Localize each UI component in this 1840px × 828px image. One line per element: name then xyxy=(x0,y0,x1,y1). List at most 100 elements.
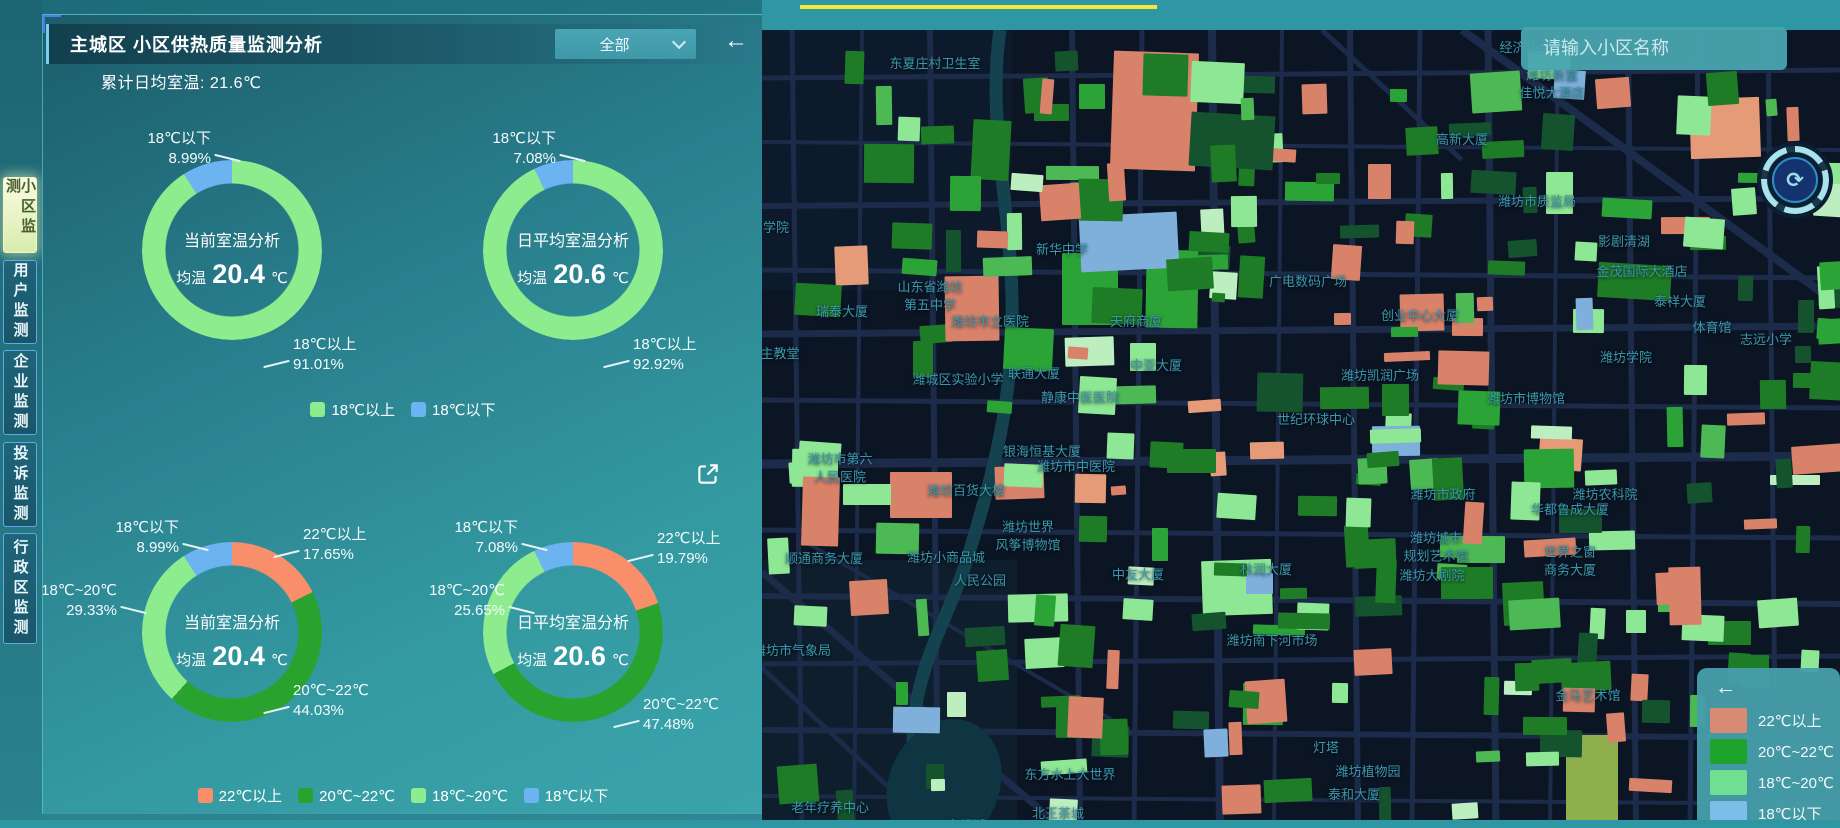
map-place-label: 潍坊农科院 xyxy=(1572,487,1638,503)
map-place-label: 东方水上大世界 xyxy=(1024,767,1116,783)
legend-swatch xyxy=(1710,708,1747,733)
map-place-label: 潍坊大剧院 xyxy=(1399,568,1465,584)
callout-label: 18℃以下 7.08% xyxy=(398,518,518,557)
donut-current-temp-2seg[interactable] xyxy=(142,160,322,340)
sidebar-tab-user-monitor[interactable]: 用户监测 xyxy=(3,260,37,344)
callout-label: 18℃以上 91.01% xyxy=(293,335,423,374)
map-place-label: 潍坊城市 规划艺术馆 xyxy=(1403,530,1469,563)
legend-swatch xyxy=(197,788,213,803)
legend-back-arrow-icon[interactable]: ← xyxy=(1715,676,1736,699)
callout-label: 18℃以上 92.92% xyxy=(633,335,763,374)
map-place-label: 东夏庄村卫生室 xyxy=(889,56,981,72)
map-place-label: 潍坊学院 xyxy=(1599,350,1653,366)
callout-label: 22℃以上 17.65% xyxy=(303,525,423,564)
corner-accent xyxy=(43,15,61,33)
map-place-label: 泰祥大厦 xyxy=(1653,294,1707,310)
building-polygons-layer xyxy=(762,0,1840,828)
donut-current-temp-4seg[interactable] xyxy=(142,542,322,722)
collapse-panel-arrow-icon[interactable]: ← xyxy=(724,27,748,54)
map-place-label: 瑞泰大厦 xyxy=(815,304,869,320)
page-title: 主城区 小区供热质量监测分析 xyxy=(70,35,323,55)
map-compass-control[interactable]: ⟳ xyxy=(1757,142,1833,218)
map-place-label: 北王茶城 xyxy=(1031,806,1085,822)
legend-two-segment: 18℃以上 18℃以下 xyxy=(43,399,763,420)
map-place-label: 主教堂 xyxy=(762,346,800,362)
map-place-label: 潍城区实验小学 xyxy=(912,372,1004,388)
open-external-icon[interactable] xyxy=(695,461,721,492)
map-place-label: 中亚大厦 xyxy=(1129,358,1183,374)
city-map-canvas[interactable]: 东夏庄村卫生室经济桥纪勇诊所潍坊新富 佳悦大酒店高新大厦潍坊市质监局影剧清湖金茂… xyxy=(762,0,1840,828)
donut-center-label: 当前室温分析 均温 20.4 ℃ xyxy=(176,615,288,671)
reset-rotation-icon[interactable]: ⟳ xyxy=(1772,157,1818,203)
legend-item: 18℃~20℃ xyxy=(1710,770,1834,795)
donut-daily-avg-temp-2seg[interactable] xyxy=(483,160,663,340)
legend-swatch xyxy=(523,788,539,803)
map-place-label: 潍坊市质监局 xyxy=(1497,194,1577,210)
legend-swatch xyxy=(411,402,426,417)
donut-center-label: 日平均室温分析 均温 20.6 ℃ xyxy=(516,233,629,289)
map-place-label: 学院 xyxy=(762,220,790,236)
map-place-label: 潍坊市中医院 xyxy=(1036,459,1116,475)
map-place-label: 华都鲁成大厦 xyxy=(1530,502,1610,518)
tab-label: 投诉监测 xyxy=(11,444,29,525)
scale-bar xyxy=(800,5,1157,9)
map-place-label: 潍坊市政府 xyxy=(1410,487,1476,503)
legend-item: 20℃~22℃ xyxy=(298,785,395,806)
sidebar-tab-district-monitor[interactable]: 行政区监测 xyxy=(3,533,37,644)
map-place-label: 潍坊植物园 xyxy=(1335,764,1401,780)
sidebar-tab-enterprise-monitor[interactable]: 企业监测 xyxy=(3,350,37,435)
analysis-panel: 主城区 小区供热质量监测分析 全部 ← 累计日均室温: 21.6℃ 当前室温分析… xyxy=(42,14,764,814)
map-labels: 东夏庄村卫生室经济桥纪勇诊所潍坊新富 佳悦大酒店高新大厦潍坊市质监局影剧清湖金茂… xyxy=(762,0,1840,828)
donut-center-label: 当前室温分析 均温 20.4 ℃ xyxy=(176,233,288,289)
community-search xyxy=(1521,27,1787,70)
map-place-label: 志远小学 xyxy=(1739,332,1793,348)
map-place-label: 金茂国际大酒店 xyxy=(1596,264,1688,280)
map-place-label: 潍坊市博物馆 xyxy=(1486,391,1566,407)
map-place-label: 潍坊市气象局 xyxy=(762,643,832,659)
map-place-label: 新华中学 xyxy=(1035,242,1089,258)
map-temp-legend: ← 22℃以上 20℃~22℃ 18℃~20℃ 18℃以下 xyxy=(1697,668,1840,828)
map-top-frame xyxy=(762,0,1840,30)
bottom-frame xyxy=(0,820,1840,828)
sidebar-tab-complaint-monitor[interactable]: 投诉监测 xyxy=(3,442,37,527)
map-place-label: 世界之窗 商务大厦 xyxy=(1543,544,1597,577)
legend-item: 18℃以上 xyxy=(310,399,395,420)
map-place-label: 中友大厦 xyxy=(1111,567,1165,583)
donut-daily-avg-temp-4seg[interactable] xyxy=(483,542,663,722)
map-place-label: 顺通商务大厦 xyxy=(784,551,864,567)
map-place-label: 潍坊世界 风筝博物馆 xyxy=(995,519,1061,552)
map-place-label: 潍坊新富 佳悦大酒店 xyxy=(1519,67,1585,100)
map-place-label: 银海恒基大厦 xyxy=(1002,444,1082,460)
map-place-label: 金马艺术馆 xyxy=(1555,688,1621,704)
callout-label: 18℃~20℃ 25.65% xyxy=(379,581,505,620)
legend-item: 18℃以下 xyxy=(411,399,496,420)
map-place-label: 潍坊市第六 人民医院 xyxy=(807,451,873,484)
map-place-label: 泰和大厦 xyxy=(1327,787,1381,803)
search-input[interactable] xyxy=(1521,37,1787,60)
chevron-down-icon xyxy=(671,34,687,50)
map-place-label: 潍坊南下河市场 xyxy=(1226,633,1318,649)
callout-label: 20℃~22℃ 47.48% xyxy=(643,695,763,734)
map-place-label: 世纪环球中心 xyxy=(1276,412,1356,428)
map-place-label: 山东省潍坊 第五中学 xyxy=(897,279,963,312)
tab-label: 企业监测 xyxy=(11,352,29,433)
callout-label: 22℃以上 19.79% xyxy=(657,529,763,568)
left-tab-strip: 小区监测 用户监测 企业监测 投诉监测 行政区监测 xyxy=(0,0,42,828)
map-place-label: 林润大厦 xyxy=(1239,562,1293,578)
map-place-label: 联通大厦 xyxy=(1007,366,1061,382)
tab-label: 小区监测 xyxy=(4,178,36,238)
map-place-label: 天府商厦 xyxy=(1109,314,1163,330)
callout-label: 18℃~20℃ 29.33% xyxy=(43,581,117,620)
map-place-label: 人民公园 xyxy=(953,573,1007,589)
map-place-label: 潍坊凯润广场 xyxy=(1340,368,1420,384)
legend-swatch xyxy=(298,788,314,803)
legend-swatch xyxy=(310,402,326,417)
region-dropdown[interactable]: 全部 xyxy=(555,29,696,59)
callout-label: 20℃~22℃ 44.03% xyxy=(293,681,438,720)
sidebar-tab-community-monitor[interactable]: 小区监测 xyxy=(3,177,37,253)
map-place-label: 灯塔 xyxy=(1312,740,1340,756)
callout-label: 18℃以下 8.99% xyxy=(59,518,179,557)
map-place-label: 潍坊市立医院 xyxy=(950,314,1030,330)
map-place-label: 高新大厦 xyxy=(1435,132,1489,148)
